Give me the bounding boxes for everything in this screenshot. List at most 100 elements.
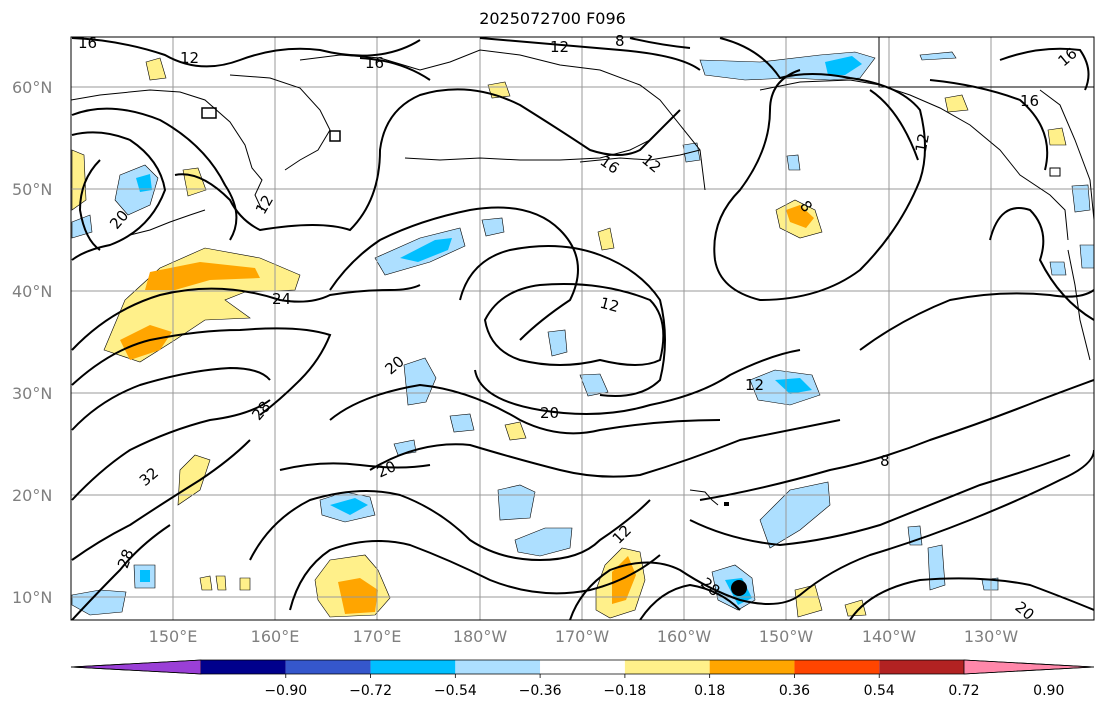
shade-positive <box>199 575 213 591</box>
contour-label: 16 <box>78 34 97 52</box>
shade-negative-strong <box>330 498 368 515</box>
shade-negative <box>927 544 946 591</box>
shade-negative <box>786 154 801 171</box>
shade-positive-strong <box>145 262 260 290</box>
shade-negative <box>919 51 957 61</box>
lon-label: 140°W <box>861 627 917 646</box>
colorbar-segment <box>709 660 795 674</box>
lon-label: 130°W <box>963 627 1019 646</box>
colorbar-segment <box>624 660 710 674</box>
shade-positive <box>597 227 615 251</box>
shade-negative <box>1049 261 1067 276</box>
colorbar-tick-label: 0.90 <box>1033 683 1065 699</box>
shade-negative-strong <box>140 570 150 582</box>
contour-label: 12 <box>912 132 933 154</box>
colorbar <box>70 659 1095 678</box>
shade-negative-strong <box>775 378 812 394</box>
lat-label: 60°N <box>12 78 53 97</box>
colorbar-segment <box>370 660 456 674</box>
coast-canada <box>1039 89 1094 221</box>
colorbar-tick-label: −0.90 <box>264 683 308 699</box>
shade-positive <box>504 421 527 441</box>
shade-negative <box>514 527 573 557</box>
coastlines <box>71 49 1094 506</box>
contour-label: 8 <box>615 32 625 50</box>
contour-label: 12 <box>550 38 569 56</box>
islands <box>201 107 1061 506</box>
shade-negative-strong <box>136 174 152 192</box>
lon-label: 180°W <box>452 627 508 646</box>
shade-negative <box>547 329 568 357</box>
colorbar-segment <box>540 660 625 674</box>
coast-hawaii <box>689 489 719 506</box>
colorbar-extend-max <box>963 659 1095 675</box>
colorbar-tick-label: 0.18 <box>694 683 726 699</box>
shade-negative <box>579 373 609 397</box>
coast-siberia <box>229 74 331 171</box>
colorbar-segment <box>455 660 541 674</box>
lat-label: 40°N <box>12 282 53 301</box>
contour-label: 28 <box>114 547 137 571</box>
contour-label: 16 <box>365 54 384 72</box>
lat-label: 50°N <box>12 180 53 199</box>
shade-positive-strong <box>786 205 814 228</box>
lon-label: 150°W <box>758 627 814 646</box>
shade-negative-strong <box>400 238 452 262</box>
coast-oregon <box>1067 249 1091 361</box>
contour-label: 12 <box>598 294 621 316</box>
shade-positive <box>177 454 211 506</box>
shade-negative <box>497 484 536 521</box>
colorbar-tick-label: −0.54 <box>433 683 477 699</box>
aleutians <box>404 139 651 161</box>
shade-positive <box>71 149 87 211</box>
lon-label: 170°E <box>352 627 402 646</box>
shade-positive-strong <box>120 325 172 360</box>
contour-label: 24 <box>272 290 291 308</box>
colorbar-segment <box>794 660 880 674</box>
shade-positive <box>239 577 251 591</box>
lat-label: 20°N <box>12 486 53 505</box>
colorbar-segment <box>201 660 286 674</box>
map-border <box>70 36 1095 621</box>
lon-label: 150°E <box>148 627 198 646</box>
storm-center-marker <box>731 580 747 596</box>
kuril <box>129 209 206 236</box>
colorbar-tick-label: −0.18 <box>603 683 647 699</box>
shade-negative <box>759 481 831 549</box>
shade-negative <box>449 413 475 433</box>
lon-label: 160°E <box>250 627 300 646</box>
colorbar-extend-min <box>70 659 202 675</box>
contour-lines <box>71 37 1094 620</box>
coast-alaska-pen <box>579 149 701 163</box>
colorbar-segment <box>285 660 371 674</box>
contour-label: 20 <box>540 404 559 422</box>
shade-negative <box>981 577 999 591</box>
shade-negative-strong <box>825 56 862 75</box>
coast-bering <box>299 49 706 191</box>
shade-negative <box>1079 244 1094 269</box>
colorbar-tick-label: 0.54 <box>863 683 895 699</box>
shade-negative <box>1071 184 1091 213</box>
shade-positive <box>145 57 167 81</box>
island-hawaii <box>724 502 729 506</box>
colorbar-tick-label: −0.72 <box>349 683 392 699</box>
shade-positive <box>844 599 867 617</box>
shade-positive <box>1047 127 1067 146</box>
coast-alaska-south <box>759 79 1069 241</box>
lat-label: 10°N <box>12 588 53 607</box>
contour-label: 12 <box>745 376 764 394</box>
shading-layer <box>71 51 1094 619</box>
colorbar-tick-label: 0.72 <box>948 683 980 699</box>
shade-positive-strong <box>338 578 378 614</box>
contour-label: 12 <box>180 49 199 67</box>
lat-label: 30°N <box>12 384 53 403</box>
shade-positive <box>944 94 969 113</box>
lon-label: 160°W <box>656 627 712 646</box>
colorbar-tick-label: −0.36 <box>518 683 562 699</box>
map-title: 2025072700 F096 <box>479 9 626 28</box>
coast-kamchatka <box>71 89 263 211</box>
inset-box <box>878 36 1095 88</box>
contour-label: 8 <box>880 452 890 470</box>
lon-label: 170°W <box>554 627 610 646</box>
